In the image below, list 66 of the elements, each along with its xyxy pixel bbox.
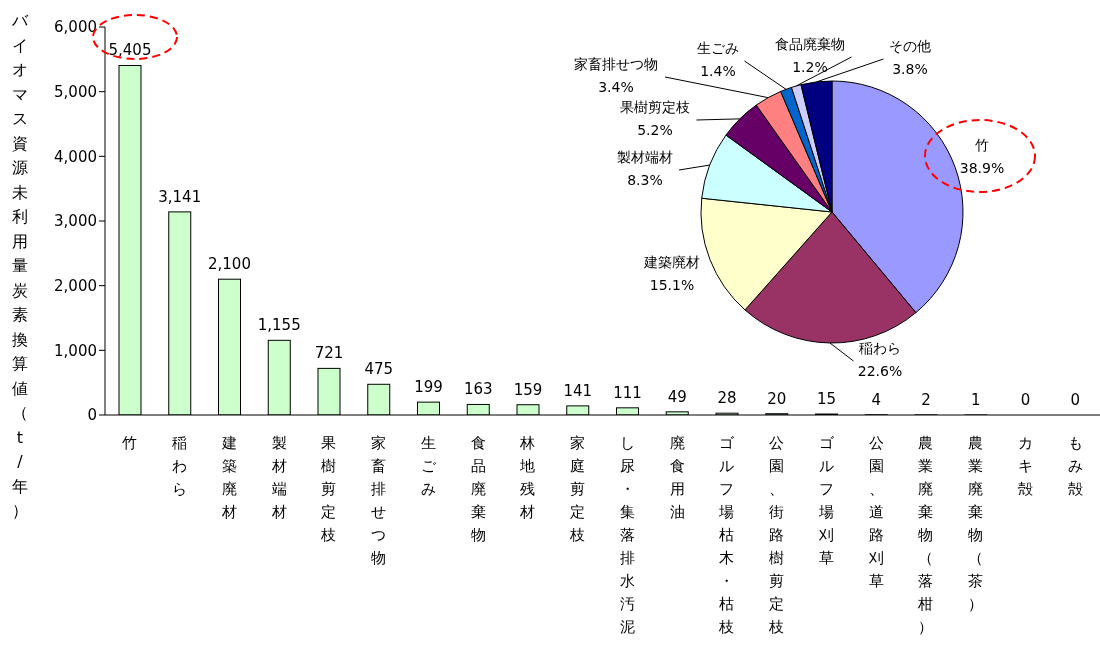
slice-label: 食品廃棄物 xyxy=(775,36,845,52)
data-label: 2 xyxy=(921,390,931,409)
data-label: 721 xyxy=(314,344,344,363)
data-label: 49 xyxy=(667,387,687,406)
data-label: 475 xyxy=(364,360,394,379)
data-label: 22.6% xyxy=(857,363,903,379)
data-label: 28 xyxy=(717,389,737,408)
x-tick-label: カキ殻 xyxy=(1017,434,1033,498)
data-label: 15.1% xyxy=(649,277,695,293)
slice-label: 生ごみ xyxy=(697,40,739,56)
slice-label: 家畜排せつ物 xyxy=(574,56,658,72)
slice-label: 稲わら xyxy=(859,340,901,356)
data-label: 3,141 xyxy=(158,187,202,206)
category-label: し尿・集落排水汚泥 xyxy=(619,434,635,636)
y-tick-label: 2,000 xyxy=(54,276,97,295)
data-label: 111 xyxy=(613,383,642,402)
data-label: 20 xyxy=(767,389,787,408)
x-tick-label: 林地残材 xyxy=(519,434,536,521)
data-label: 163 xyxy=(463,380,493,399)
y-tick-label: 6,000 xyxy=(54,18,97,37)
data-label: 8.3% xyxy=(627,172,663,188)
data-label: 0 xyxy=(1070,391,1081,409)
y-tick-label: 1,000 xyxy=(54,341,97,360)
category-label: 公園、街路樹剪定枝 xyxy=(769,434,785,636)
slice-label: 竹 xyxy=(975,137,989,153)
slice-label: 建築廃材 xyxy=(643,254,700,270)
data-label: 5,405 xyxy=(108,41,152,60)
y-tick-label: 5,000 xyxy=(54,82,97,101)
data-label: 5.2% xyxy=(637,122,673,138)
data-label: 141 xyxy=(563,381,593,400)
data-label: 1.2% xyxy=(792,59,828,75)
data-label: 38.9% xyxy=(959,160,1005,176)
x-tick-label: 公園、道路刈草 xyxy=(867,434,884,590)
data-label: 1.4% xyxy=(700,63,736,79)
x-tick-label: 家庭剪定枝 xyxy=(569,434,586,544)
data-label: 3.8% xyxy=(892,61,928,77)
x-tick-label: 竹 xyxy=(122,434,138,452)
data-label: 1 xyxy=(970,390,981,409)
data-label: 159 xyxy=(513,380,543,399)
data-label: 3.4% xyxy=(598,79,634,95)
x-tick-label: 稲わら xyxy=(172,434,188,498)
category-label: 農業廃棄物（落柑） xyxy=(918,434,934,636)
y-tick-label: 4,000 xyxy=(54,147,97,166)
text: バイオマス資源未利用量炭素換算値（t/年） xyxy=(12,11,28,520)
x-tick-label: 製材端材 xyxy=(270,434,287,521)
x-tick-label: ゴルフ場刈草 xyxy=(817,434,835,567)
category-label: ゴルフ場枯木・枯枝 xyxy=(719,434,735,636)
data-label: 1,155 xyxy=(257,316,301,335)
x-tick-label: 食品廃棄物 xyxy=(470,434,486,544)
slice-label: その他 xyxy=(889,38,931,54)
x-tick-label: 家畜排せつ物 xyxy=(371,434,387,567)
x-tick-label: 建築廃材 xyxy=(220,434,237,521)
x-tick-label: 生ごみ xyxy=(420,434,437,498)
data-label: 4 xyxy=(871,390,882,409)
slice-label: 製材端材 xyxy=(617,149,673,165)
x-tick-label: もみ殻 xyxy=(1067,434,1083,498)
x-tick-label: 果樹剪定枝 xyxy=(320,434,337,544)
y-tick-label: 0 xyxy=(87,406,97,425)
data-label: 0 xyxy=(1020,391,1031,409)
data-label: 199 xyxy=(414,378,443,397)
x-tick-label: 廃食用油 xyxy=(669,434,685,521)
data-label: 2,100 xyxy=(208,255,251,274)
x-tick-label: 農業廃棄物（茶） xyxy=(968,434,984,613)
data-label: 15 xyxy=(816,390,837,409)
y-tick-label: 3,000 xyxy=(54,212,97,231)
slice-label: 果樹剪定枝 xyxy=(620,99,690,115)
